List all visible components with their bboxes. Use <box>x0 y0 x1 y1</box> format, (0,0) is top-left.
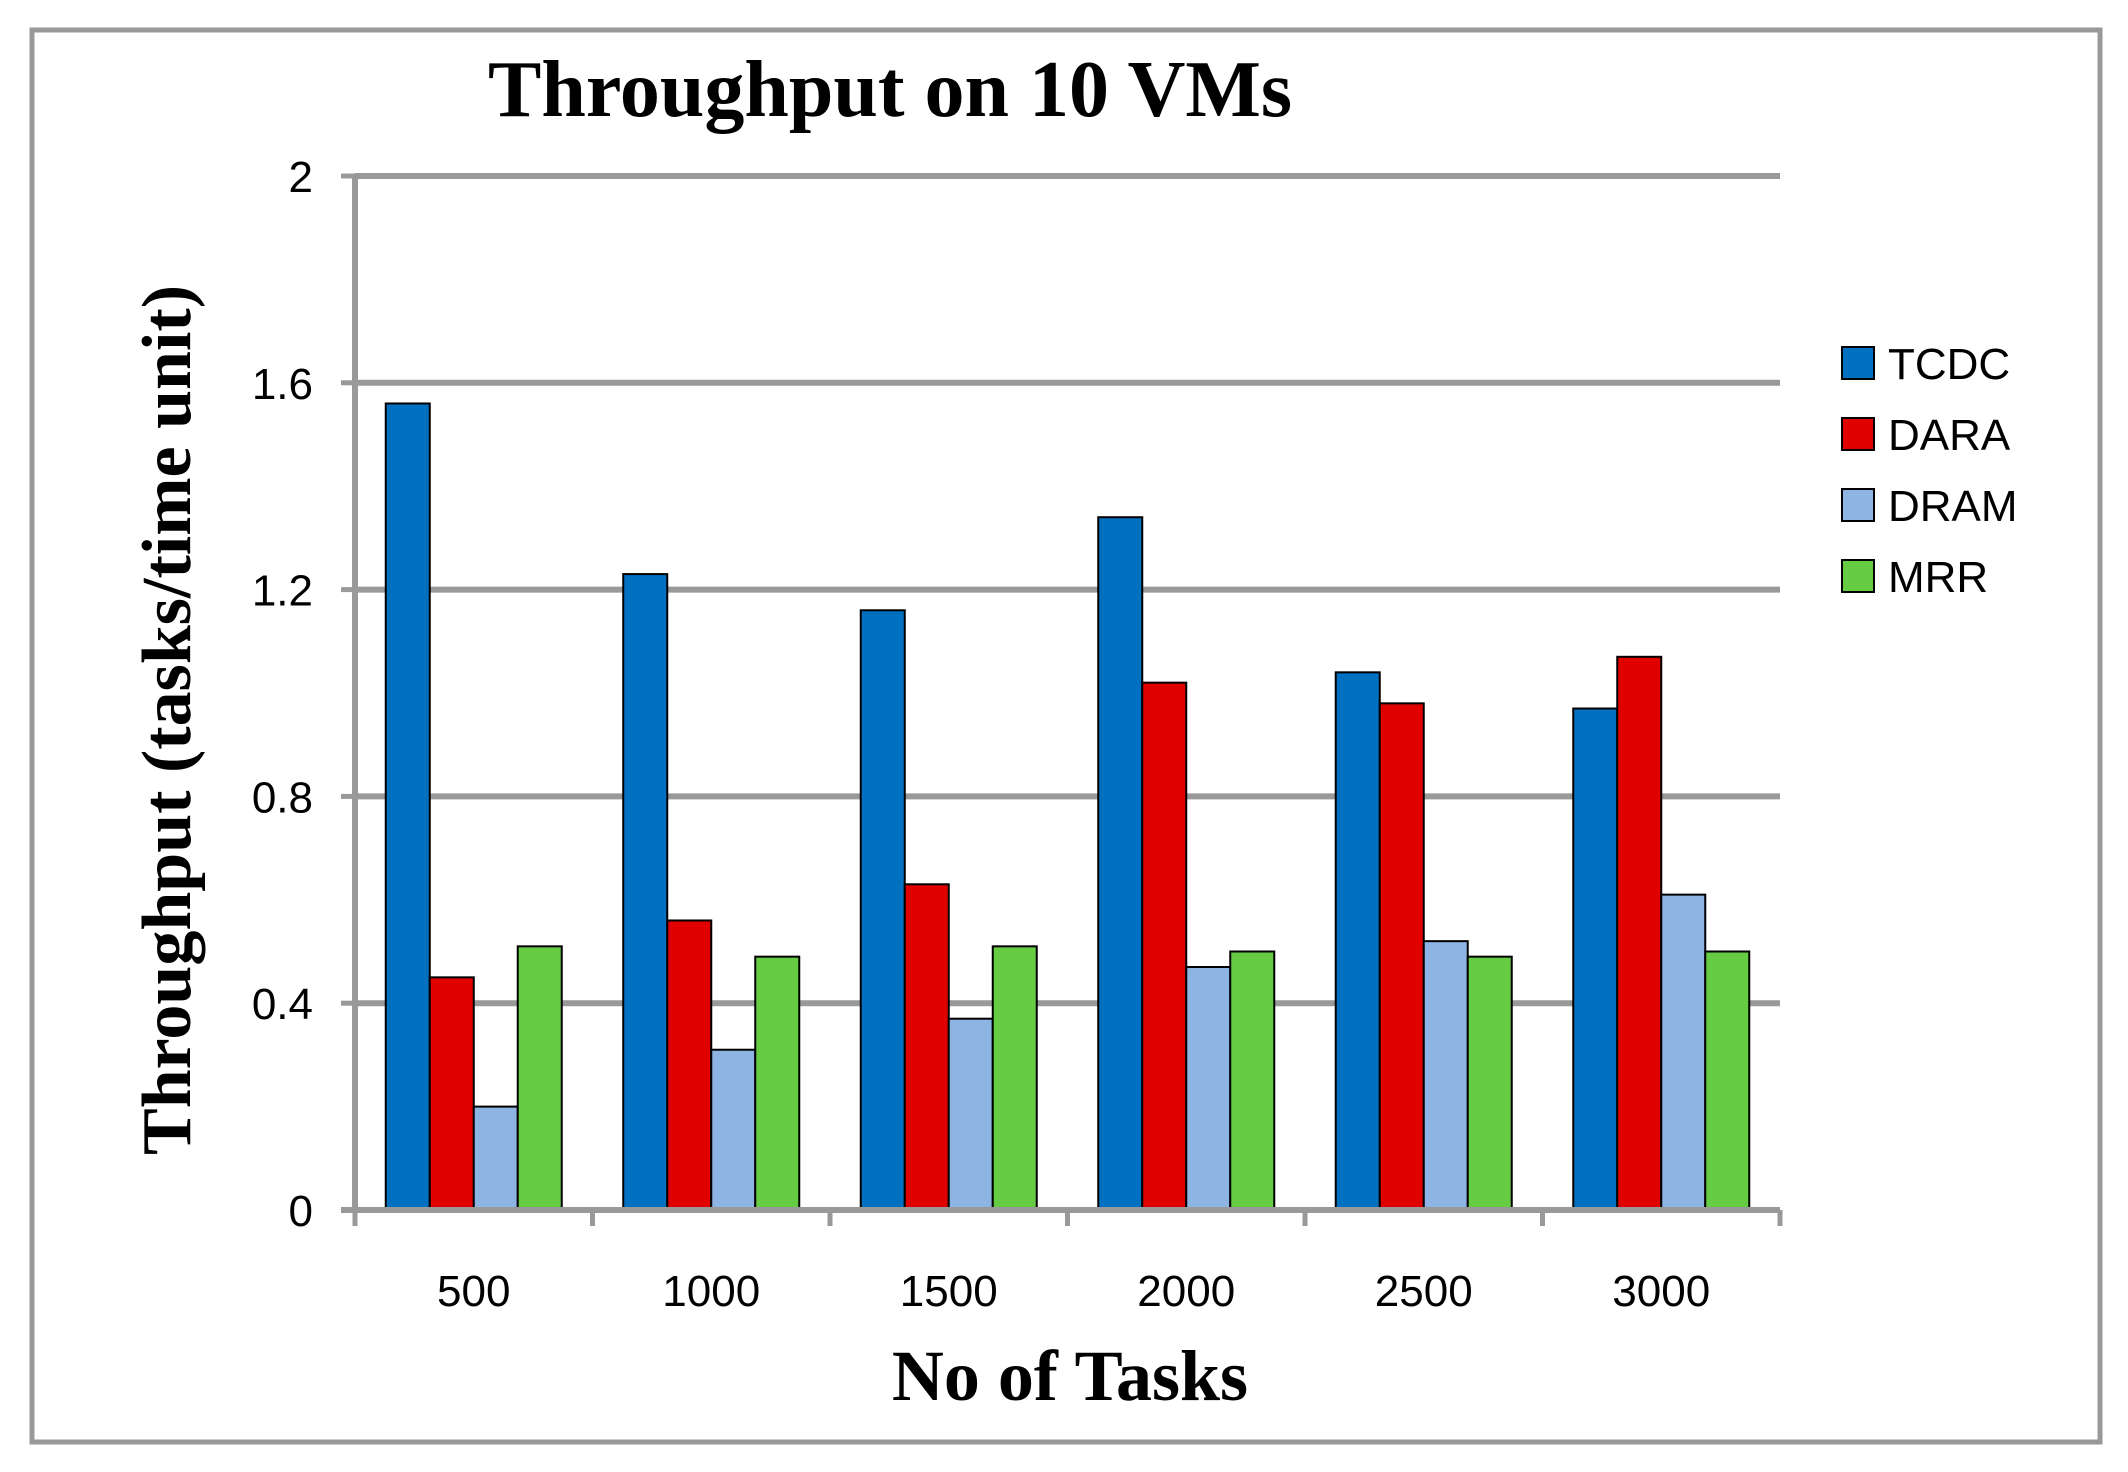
bars <box>384 402 1751 1212</box>
bar-dara <box>428 976 475 1211</box>
y-axis-ticks: 0 0.4 0.8 1.2 1.6 2 <box>252 153 355 1236</box>
legend-label-dara: DARA <box>1888 411 2011 460</box>
bar-mrr <box>516 945 563 1212</box>
y-tick-label: 0.8 <box>252 773 313 822</box>
bar-dara <box>666 919 713 1211</box>
bar-tcdc <box>622 573 669 1211</box>
bar-tcdc <box>384 402 431 1212</box>
legend-label-tcdc: TCDC <box>1888 340 2010 389</box>
y-axis-title: Throughput (tasks/time unit) <box>129 285 206 1155</box>
y-tick-label: 1.2 <box>252 567 313 616</box>
bar-dara <box>903 883 950 1211</box>
legend-label-mrr: MRR <box>1888 553 1988 602</box>
x-tick-label: 3000 <box>1612 1267 1710 1316</box>
y-tick-label: 0 <box>289 1187 313 1236</box>
bar-dara <box>1378 702 1425 1212</box>
bar-mrr <box>754 955 801 1211</box>
bar-dram <box>472 1105 519 1211</box>
legend-swatch-tcdc <box>1841 346 1875 380</box>
bar-dram <box>1422 940 1469 1211</box>
x-axis-ticks: 500 1000 1500 2000 2500 3000 <box>352 1210 1783 1316</box>
x-tick-label: 500 <box>437 1267 510 1316</box>
x-axis-title: No of Tasks <box>892 1336 1248 1416</box>
legend-swatch-mrr <box>1841 559 1875 593</box>
bar-tcdc <box>1097 516 1144 1211</box>
legend-swatch-dara <box>1841 417 1875 451</box>
bar-mrr <box>1466 955 1513 1211</box>
x-tick-label: 1000 <box>662 1267 760 1316</box>
gridlines <box>355 173 1780 1007</box>
y-tick-label: 2 <box>289 153 313 202</box>
chart-border <box>29 27 2103 1445</box>
legend-swatch-dram <box>1841 488 1875 522</box>
bar-mrr <box>1229 950 1276 1211</box>
legend-label-dram: DRAM <box>1888 482 2018 531</box>
bar-dram <box>1660 893 1707 1211</box>
x-tick-label: 2500 <box>1375 1267 1473 1316</box>
bar-dram <box>947 1017 994 1212</box>
bar-mrr <box>991 945 1038 1212</box>
legend: TCDC DARA DRAM MRR <box>1841 340 2018 602</box>
bar-dram <box>710 1048 757 1211</box>
bar-dara <box>1616 655 1663 1211</box>
bar-dram <box>1185 966 1232 1212</box>
chart-title: Throughput on 10 VMs <box>488 46 1292 134</box>
x-tick-label: 1500 <box>900 1267 998 1316</box>
x-tick-label: 2000 <box>1137 1267 1235 1316</box>
bar-tcdc <box>1334 671 1381 1211</box>
y-tick-label: 0.4 <box>252 980 313 1029</box>
bar-dara <box>1141 681 1188 1211</box>
bar-tcdc <box>1572 707 1619 1211</box>
bar-tcdc <box>859 609 906 1211</box>
bar-mrr <box>1704 950 1751 1211</box>
y-tick-label: 1.6 <box>252 360 313 409</box>
